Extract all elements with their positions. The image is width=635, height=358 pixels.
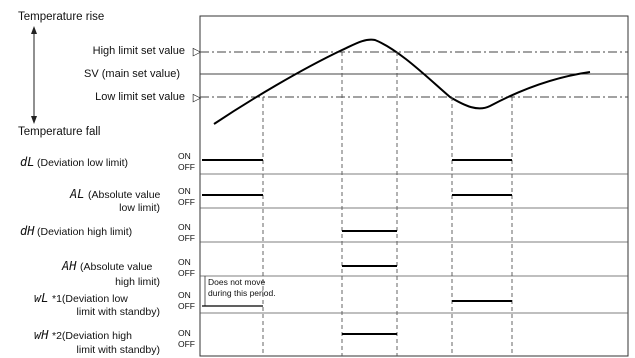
alarm-row-deviation-low: dL (Deviation low limit) ON OFF bbox=[20, 151, 512, 172]
alarm-description: (Deviation high limit) bbox=[37, 226, 132, 238]
low-limit-label: Low limit set value bbox=[95, 91, 185, 103]
state-on-label: ON bbox=[178, 290, 191, 300]
alarm-description: (Absolute value bbox=[80, 261, 153, 273]
alarm-description: (Absolute value bbox=[88, 189, 161, 201]
high-limit-label: High limit set value bbox=[93, 45, 185, 57]
note-line-2: during this period. bbox=[208, 288, 276, 298]
alarm-code: dH bbox=[20, 224, 35, 238]
standby-note: Does not move during this period. bbox=[205, 276, 276, 306]
temperature-axis-arrow bbox=[31, 26, 37, 124]
sv-label: SV (main set value) bbox=[84, 68, 180, 80]
alarm-description-line2: high limit) bbox=[115, 276, 160, 288]
header-temperature-fall: Temperature fall bbox=[18, 126, 100, 138]
alarm-row-absolute-low: AL (Absolute value low limit) ON OFF bbox=[69, 186, 512, 214]
state-off-label: OFF bbox=[178, 162, 195, 172]
low-limit-marker-icon: ▷ bbox=[193, 92, 202, 104]
state-on-label: ON bbox=[178, 328, 191, 338]
state-on-label: ON bbox=[178, 151, 191, 161]
alarm-row-deviation-high: dH (Deviation high limit) ON OFF bbox=[20, 222, 397, 243]
alarm-description: *1(Deviation low bbox=[52, 293, 128, 305]
state-off-label: OFF bbox=[178, 233, 195, 243]
state-off-label: OFF bbox=[178, 268, 195, 278]
state-on-label: ON bbox=[178, 222, 191, 232]
state-on-label: ON bbox=[178, 257, 191, 267]
alarm-description-line2: low limit) bbox=[119, 202, 160, 214]
alarm-code: wH bbox=[34, 328, 49, 342]
state-off-label: OFF bbox=[178, 197, 195, 207]
alarm-code: dL bbox=[20, 155, 34, 169]
header-temperature-rise: Temperature rise bbox=[18, 11, 104, 23]
time-markers bbox=[263, 52, 512, 356]
alarm-description: (Deviation low limit) bbox=[37, 157, 128, 169]
state-off-label: OFF bbox=[178, 339, 195, 349]
alarm-description: *2(Deviation high bbox=[52, 330, 132, 342]
state-on-label: ON bbox=[178, 186, 191, 196]
alarm-description-line2: limit with standby) bbox=[77, 306, 160, 318]
alarm-code: AH bbox=[61, 259, 77, 273]
chart-frame bbox=[200, 16, 628, 356]
alarm-code: wL bbox=[34, 291, 48, 305]
alarm-code: AL bbox=[69, 187, 84, 201]
state-off-label: OFF bbox=[178, 301, 195, 311]
note-line-1: Does not move bbox=[208, 277, 265, 287]
alarm-row-deviation-high-standby: wH *2(Deviation high limit with standby)… bbox=[34, 328, 397, 356]
alarm-description-line2: limit with standby) bbox=[77, 344, 160, 356]
